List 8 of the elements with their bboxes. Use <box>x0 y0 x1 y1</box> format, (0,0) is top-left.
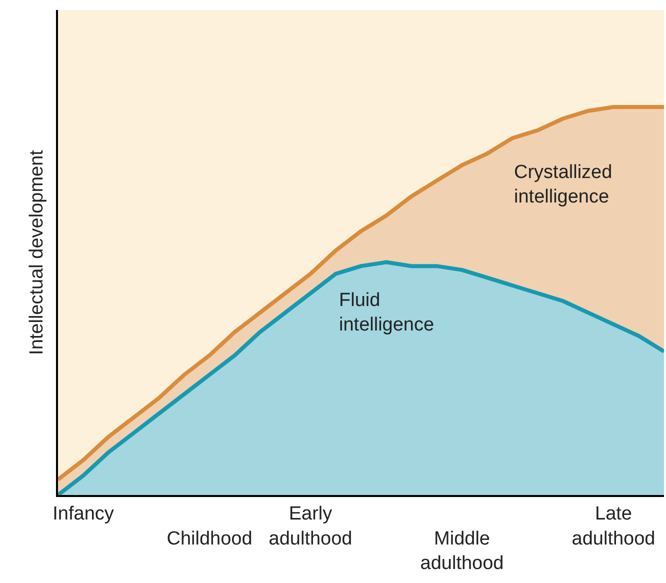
x-tick-label: Childhood <box>166 528 252 550</box>
y-axis-title: Intellectual development <box>26 149 48 355</box>
series-label: Fluid intelligence <box>339 290 434 336</box>
x-tick-label: Infancy <box>52 504 114 525</box>
x-tick-label: Middle adulthood <box>420 528 504 574</box>
series-label: Crystallized intelligence <box>514 162 612 208</box>
x-tick-label: Late adulthood <box>572 504 656 550</box>
x-tick-label: Early adulthood <box>268 504 352 550</box>
